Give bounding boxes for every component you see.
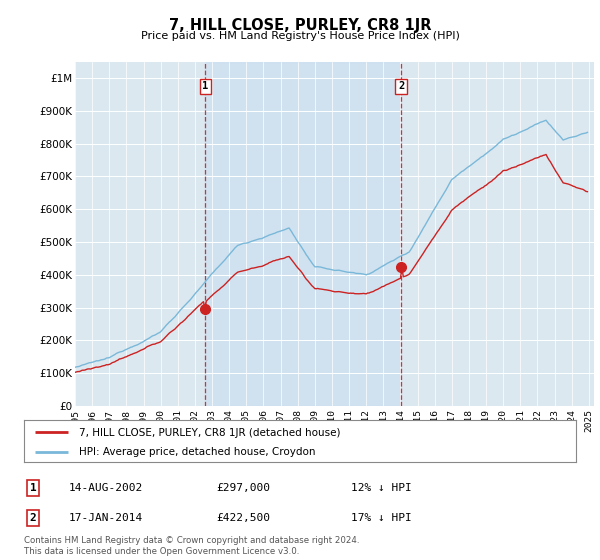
Text: HPI: Average price, detached house, Croydon: HPI: Average price, detached house, Croy… <box>79 447 316 458</box>
Text: 2: 2 <box>398 81 404 91</box>
Text: £297,000: £297,000 <box>216 483 270 493</box>
Text: 14-AUG-2002: 14-AUG-2002 <box>69 483 143 493</box>
Text: 7, HILL CLOSE, PURLEY, CR8 1JR: 7, HILL CLOSE, PURLEY, CR8 1JR <box>169 18 431 33</box>
Text: 1: 1 <box>29 483 37 493</box>
Text: £422,500: £422,500 <box>216 513 270 523</box>
Text: 7, HILL CLOSE, PURLEY, CR8 1JR (detached house): 7, HILL CLOSE, PURLEY, CR8 1JR (detached… <box>79 428 341 437</box>
Bar <box>205 62 401 406</box>
Text: 1: 1 <box>202 81 209 91</box>
Text: Contains HM Land Registry data © Crown copyright and database right 2024.
This d: Contains HM Land Registry data © Crown c… <box>24 536 359 556</box>
Text: 17% ↓ HPI: 17% ↓ HPI <box>351 513 412 523</box>
Text: 12% ↓ HPI: 12% ↓ HPI <box>351 483 412 493</box>
Text: Price paid vs. HM Land Registry's House Price Index (HPI): Price paid vs. HM Land Registry's House … <box>140 31 460 41</box>
Text: 2: 2 <box>29 513 37 523</box>
Text: 17-JAN-2014: 17-JAN-2014 <box>69 513 143 523</box>
